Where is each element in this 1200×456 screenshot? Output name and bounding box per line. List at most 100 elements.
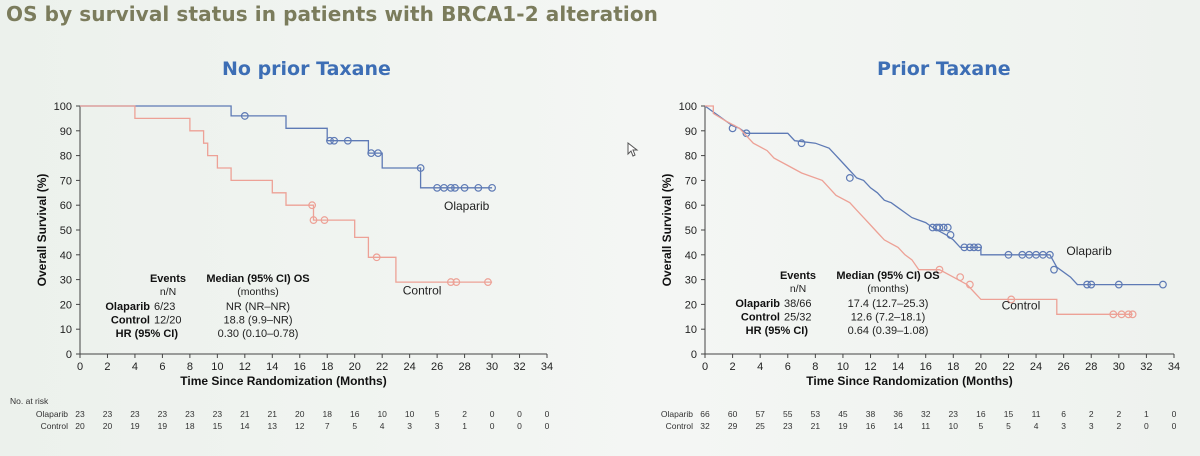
- table-row-label: Control: [741, 312, 780, 324]
- at-risk-value: 3: [1061, 421, 1066, 431]
- series-label-olaparib: Olaparib: [444, 199, 490, 213]
- at-risk-value: 45: [838, 409, 848, 419]
- at-risk-value: 0: [490, 409, 495, 419]
- y-tick-label: 20: [60, 299, 72, 311]
- censor-mark-olaparib: [446, 183, 455, 192]
- table-header-events: Events: [780, 270, 816, 282]
- censor-mark-olaparib: [326, 136, 334, 145]
- at-risk-value: 23: [783, 421, 793, 431]
- at-risk-value: 25: [755, 421, 765, 431]
- at-risk-row-label: Control: [666, 421, 694, 431]
- at-risk-row-label: Olaparib: [661, 409, 693, 419]
- table-subheader-events: n/N: [790, 283, 806, 295]
- at-risk-value: 5: [1006, 421, 1011, 431]
- censor-mark-olaparib: [1087, 280, 1096, 289]
- censor-mark-olaparib: [374, 149, 382, 158]
- series-label-olaparib: Olaparib: [1066, 244, 1112, 258]
- at-risk-value: 16: [866, 421, 876, 431]
- y-tick-label: 10: [60, 324, 72, 336]
- y-axis-label: Overall Survival (%): [660, 174, 674, 287]
- x-tick-label: 12: [239, 361, 251, 373]
- at-risk-value: 15: [1004, 409, 1014, 419]
- at-risk-value: 6: [1061, 409, 1066, 419]
- x-tick-label: 28: [458, 361, 470, 373]
- y-tick-label: 90: [60, 126, 72, 138]
- x-tick-label: 8: [187, 361, 193, 373]
- at-risk-value: 11: [1032, 409, 1041, 419]
- x-tick-label: 8: [812, 361, 818, 373]
- at-risk-value: 12: [295, 421, 305, 431]
- censor-mark-olaparib: [946, 231, 955, 239]
- x-tick-label: 20: [349, 361, 361, 373]
- at-risk-value: 3: [1089, 421, 1094, 431]
- x-tick-label: 20: [975, 361, 987, 373]
- censor-mark-olaparib: [960, 243, 969, 252]
- at-risk-value: 23: [130, 409, 140, 419]
- table-row-median: 17.4 (12.7–25.3): [848, 298, 929, 310]
- at-risk-value: 32: [700, 421, 710, 431]
- table-hr-label: HR (95% CI): [116, 328, 179, 340]
- at-risk-value: 0: [545, 421, 550, 431]
- x-tick-label: 28: [1085, 361, 1097, 373]
- at-risk-value: 23: [103, 409, 113, 419]
- x-tick-label: 4: [757, 361, 763, 373]
- x-tick-label: 32: [1140, 361, 1152, 373]
- at-risk-value: 23: [158, 409, 168, 419]
- at-risk-value: 14: [893, 421, 903, 431]
- censor-mark-control: [1128, 310, 1137, 319]
- x-tick-label: 4: [132, 361, 138, 373]
- censor-mark-control: [1124, 310, 1133, 319]
- x-tick-label: 24: [1030, 361, 1042, 373]
- at-risk-value: 0: [1144, 421, 1149, 431]
- x-axis-label: Time Since Randomization (Months): [180, 374, 386, 388]
- at-risk-value: 1: [462, 421, 467, 431]
- at-risk-value: 38: [866, 409, 876, 419]
- at-risk-value: 19: [158, 421, 168, 431]
- at-risk-value: 36: [893, 409, 903, 419]
- x-tick-label: 2: [104, 361, 110, 373]
- at-risk-value: 66: [700, 409, 710, 419]
- table-row-label: Olaparib: [735, 298, 780, 310]
- censor-mark-control: [935, 265, 944, 274]
- at-risk-value: 10: [405, 409, 415, 419]
- table-row-median: 18.8 (9.9–NR): [223, 315, 292, 327]
- censor-mark-olaparib: [974, 243, 983, 252]
- y-tick-label: 0: [691, 349, 697, 361]
- x-tick-label: 26: [1058, 361, 1070, 373]
- censor-mark-olaparib: [451, 183, 459, 192]
- x-tick-label: 26: [431, 361, 443, 373]
- at-risk-value: 53: [811, 409, 821, 419]
- at-risk-value: 23: [185, 409, 195, 419]
- at-risk-value: 2: [1089, 409, 1094, 419]
- x-tick-label: 16: [920, 361, 932, 373]
- x-tick-label: 34: [541, 361, 553, 373]
- table-hr-label: HR (95% CI): [746, 325, 809, 337]
- censor-mark-olaparib: [845, 174, 854, 182]
- at-risk-value: 19: [838, 421, 848, 431]
- y-tick-label: 20: [685, 299, 697, 311]
- x-tick-label: 16: [294, 361, 306, 373]
- mouse-pointer-icon: [627, 142, 639, 157]
- at-risk-value: 18: [185, 421, 195, 431]
- survival-curve-olaparib: [80, 105, 493, 189]
- table-row-events: 25/32: [784, 312, 812, 324]
- table-row-label: Olaparib: [105, 301, 150, 313]
- at-risk-value: 5: [435, 409, 440, 419]
- at-risk-value: 5: [352, 421, 357, 431]
- survival-curve-control: [80, 105, 493, 283]
- censor-mark-control: [484, 278, 492, 286]
- censor-mark-olaparib: [460, 183, 469, 192]
- at-risk-value: 32: [921, 409, 931, 419]
- survival-curve-control: [705, 105, 1133, 315]
- y-tick-label: 60: [685, 200, 697, 212]
- y-tick-label: 100: [679, 101, 697, 113]
- y-tick-label: 50: [685, 225, 697, 237]
- table-row-events: 38/66: [784, 298, 812, 310]
- x-tick-label: 12: [864, 361, 876, 373]
- x-tick-label: 14: [266, 361, 278, 373]
- at-risk-value: 23: [949, 409, 959, 419]
- at-risk-value: 14: [240, 421, 250, 431]
- y-tick-label: 100: [54, 101, 72, 113]
- at-risk-value: 15: [213, 421, 223, 431]
